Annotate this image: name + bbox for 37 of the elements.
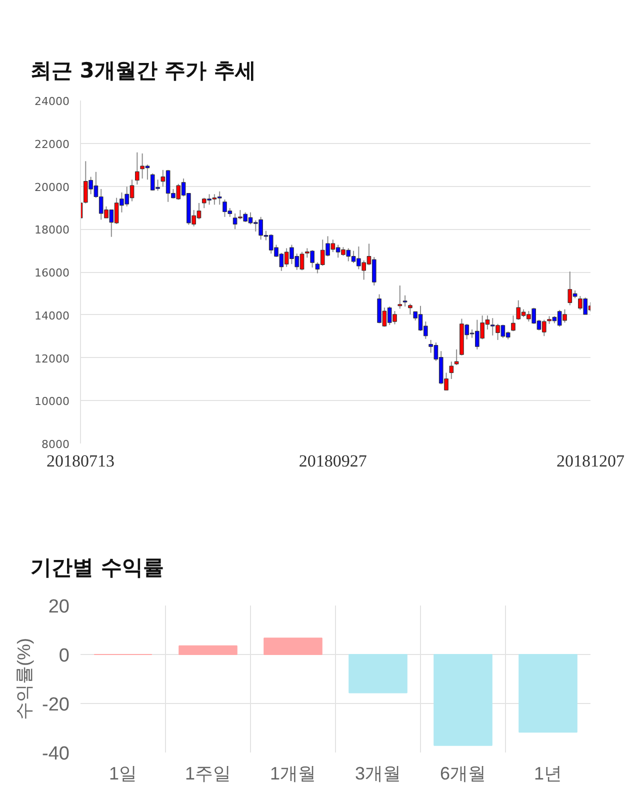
x-tick-label: 1주일 bbox=[184, 764, 232, 784]
x-tick-label: 20181207 bbox=[556, 452, 625, 470]
bar bbox=[518, 654, 578, 733]
bar bbox=[178, 645, 238, 655]
candlestick bbox=[511, 315, 516, 332]
candlestick bbox=[454, 348, 459, 366]
y-tick-label: 14000 bbox=[34, 309, 70, 322]
x-tick-label: 1년 bbox=[534, 764, 562, 784]
y-tick-label: 20 bbox=[48, 596, 70, 618]
candlestick bbox=[449, 361, 454, 380]
y-tick-label: 0 bbox=[58, 646, 70, 666]
candlestick bbox=[398, 285, 402, 310]
y-tick-label: 12000 bbox=[34, 352, 70, 366]
bar bbox=[264, 638, 322, 655]
y-axis-title: 수익률(%) bbox=[14, 638, 34, 720]
x-tick-label: 3개월 bbox=[354, 764, 402, 784]
y-tick-label: 10000 bbox=[34, 395, 70, 408]
x-tick-label: 1개월 bbox=[270, 764, 316, 784]
y-tick-label: 18000 bbox=[34, 224, 70, 237]
y-tick-label: -40 bbox=[42, 744, 70, 764]
x-tick-label: 20180927 bbox=[298, 452, 368, 470]
candlestick bbox=[402, 294, 408, 308]
candlestick bbox=[408, 303, 412, 315]
y-tick-label: 20000 bbox=[34, 180, 70, 194]
y-tick-label: 22000 bbox=[34, 138, 70, 151]
candlestick bbox=[135, 152, 140, 186]
y-tick-label: 16000 bbox=[34, 266, 70, 280]
y-tick-label: 24000 bbox=[34, 95, 70, 108]
y-tick-label: 8000 bbox=[42, 438, 70, 451]
bar bbox=[434, 654, 492, 746]
bar bbox=[348, 654, 408, 694]
y-tick-label: -20 bbox=[42, 694, 70, 716]
x-tick-label: 1일 bbox=[108, 764, 138, 784]
x-tick-label: 20180713 bbox=[46, 452, 114, 470]
chart-title: 기간별 수익률 bbox=[30, 556, 164, 580]
x-tick-label: 6개월 bbox=[440, 764, 486, 784]
chart-title: 최근 3개월간 주가 추세 bbox=[30, 58, 256, 82]
